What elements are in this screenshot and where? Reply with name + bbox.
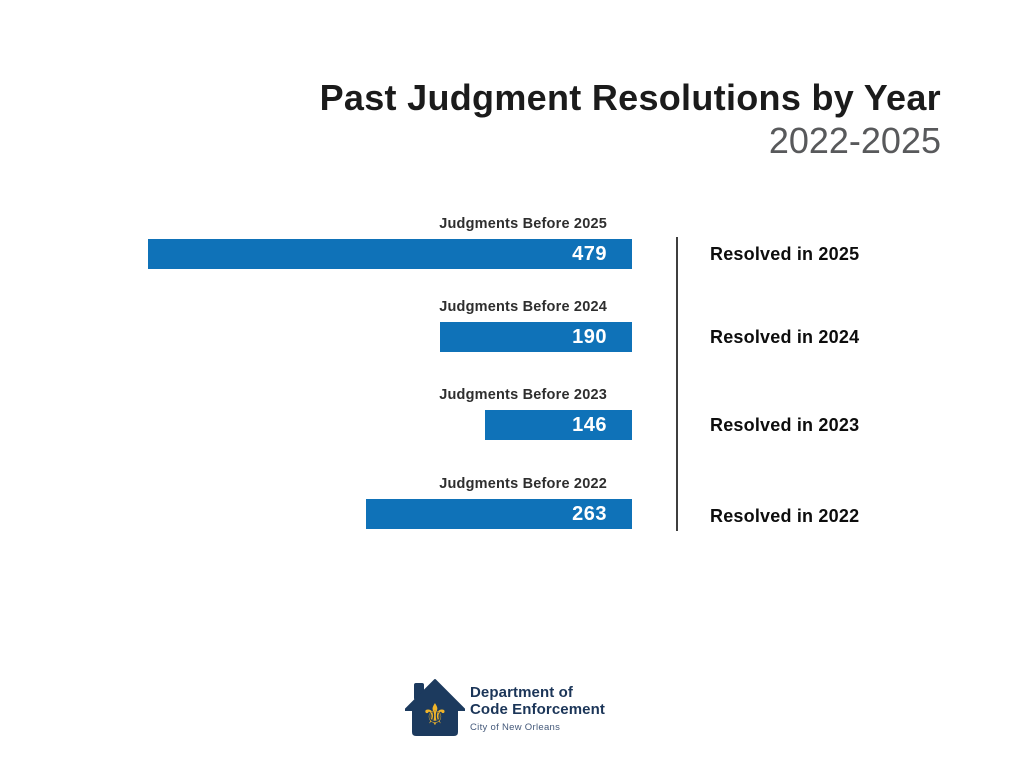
svg-text:⚜: ⚜ (422, 698, 449, 733)
logo-text-block: Department of Code Enforcement City of N… (470, 684, 605, 733)
bar-row-2022: Judgments Before 2022 263 (72, 475, 632, 529)
bar-category-label-2025: Judgments Before 2025 (439, 216, 607, 232)
title-block: Past Judgment Resolutions by Year 2022-2… (320, 76, 941, 162)
resolved-label-2022: Resolved in 2022 (710, 506, 860, 526)
bar-2023: 146 (485, 410, 632, 440)
bar-row-2025: Judgments Before 2025 479 (72, 215, 632, 269)
bar-category-label-2024: Judgments Before 2024 (439, 299, 607, 315)
bar-2022: 263 (366, 499, 632, 529)
resolved-label-2024: Resolved in 2024 (710, 327, 860, 347)
resolved-label-2023: Resolved in 2023 (710, 415, 860, 435)
logo-city-label: City of New Orleans (470, 722, 561, 733)
bar-value-2022: 263 (572, 502, 607, 525)
bar-value-2025: 479 (572, 242, 607, 265)
logo-org-line2: Code Enforcement (470, 701, 605, 718)
bar-2024: 190 (440, 322, 632, 352)
bar-category-label-2022: Judgments Before 2022 (439, 476, 607, 492)
bar-row-2023: Judgments Before 2023 146 (72, 386, 632, 440)
bar-value-2023: 146 (572, 413, 607, 436)
vertical-divider (676, 237, 678, 531)
page-title: Past Judgment Resolutions by Year (319, 77, 941, 118)
bar-value-2024: 190 (572, 325, 607, 348)
bar-2025: 479 (148, 239, 632, 269)
logo-org-line1: Department of (470, 684, 573, 701)
bar-row-2024: Judgments Before 2024 190 (72, 298, 632, 352)
page-subtitle: 2022-2025 (768, 120, 941, 161)
house-fleur-de-lis-icon: ⚜ (404, 678, 466, 743)
bar-category-label-2023: Judgments Before 2023 (439, 387, 607, 403)
resolved-label-2025: Resolved in 2025 (710, 244, 860, 264)
